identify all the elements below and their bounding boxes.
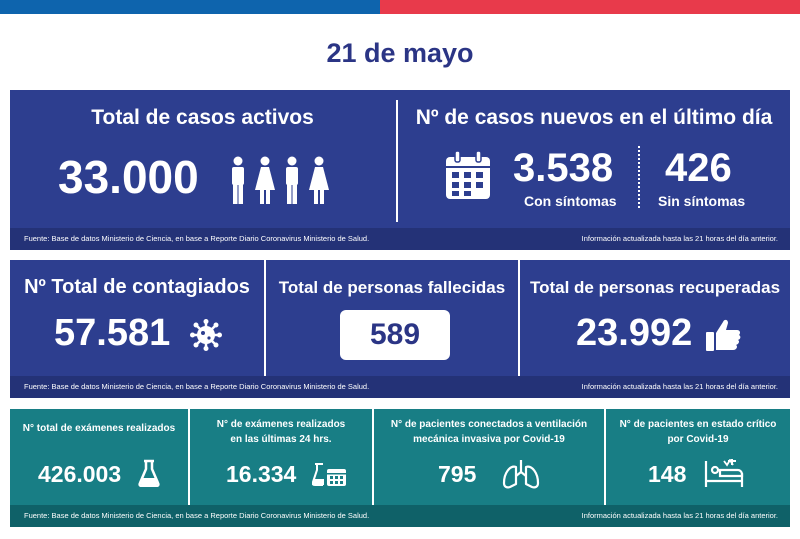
critical-value: 148 [648, 461, 687, 487]
without-symptoms-label: Sin síntomas [658, 193, 746, 209]
update-note: Información actualizada hasta las 21 hor… [581, 382, 778, 391]
exams-24h-title: N° de exámenes realizados en las últimas… [190, 417, 372, 447]
ventilation-title-line2: mecánica invasiva por Covid-19 [413, 434, 565, 445]
infected-value: 57.581 [54, 312, 171, 354]
exams-total-title: N° total de exámenes realizados [22, 423, 176, 434]
panel-footer: Fuente: Base de datos Ministerio de Cien… [10, 228, 790, 250]
panel-divider [518, 260, 520, 376]
hospital-bed-icon [704, 459, 744, 487]
exams-total-value: 426.003 [38, 461, 122, 487]
critical-title-line1: N° de pacientes en estado crítico [619, 419, 777, 430]
exams-24h-value: 16.334 [226, 461, 297, 487]
update-note: Información actualizada hasta las 21 hor… [581, 511, 778, 520]
active-cases-title: Total de casos activos [91, 106, 314, 129]
dotted-divider [638, 146, 640, 208]
panel-divider [372, 409, 374, 505]
panel-divider [188, 409, 190, 505]
top-bar-red [380, 0, 800, 14]
deceased-title: Total de personas fallecidas [278, 278, 506, 297]
update-note: Información actualizada hasta las 21 hor… [581, 234, 778, 243]
active-cases-value: 33.000 [58, 151, 199, 203]
deceased-value-box: 589 [340, 310, 450, 360]
exams-24h-title-line2: en las últimas 24 hrs. [230, 434, 332, 445]
source-note: Fuente: Base de datos Ministerio de Cien… [24, 511, 370, 520]
exams-24h-title-line1: N° de exámenes realizados [216, 419, 346, 430]
active-cases-panel: Total de casos activos 33.000 Nº d [10, 90, 790, 250]
top-color-bar [0, 0, 800, 14]
panel-divider [396, 100, 398, 222]
recovered-value: 23.992 [576, 312, 693, 354]
virus-icon [190, 319, 222, 351]
thumbs-up-icon [706, 319, 741, 351]
infected-title: Nº Total de contagiados [24, 276, 250, 298]
flask-calendar-icon [312, 463, 346, 486]
exams-panel: N° total de exámenes realizados 426.003 … [10, 409, 790, 527]
calendar-icon [446, 150, 490, 199]
page-title: 21 de mayo [326, 38, 474, 68]
totals-panel: Nº Total de contagiados 57.581 Total de … [10, 260, 790, 398]
panel-divider [604, 409, 606, 505]
critical-title: N° de pacientes en estado crítico por Co… [606, 417, 790, 447]
source-note: Fuente: Base de datos Ministerio de Cien… [24, 382, 370, 391]
flask-icon [138, 459, 160, 487]
deceased-value: 589 [369, 318, 421, 351]
critical-title-line2: por Covid-19 [667, 434, 729, 445]
with-symptoms-label: Con síntomas [524, 193, 617, 209]
ventilation-title: N° de pacientes conectados a ventilación… [374, 417, 604, 447]
top-bar-blue [0, 0, 380, 14]
ventilation-title-line1: N° de pacientes conectados a ventilación [390, 419, 588, 430]
ventilation-value: 795 [438, 461, 477, 487]
panel-footer: Fuente: Base de datos Ministerio de Cien… [10, 376, 790, 398]
panel-divider [264, 260, 266, 376]
people-icon [232, 156, 329, 204]
source-note: Fuente: Base de datos Ministerio de Cien… [24, 234, 370, 243]
with-symptoms-value: 3.538 [513, 146, 614, 190]
panel-footer: Fuente: Base de datos Ministerio de Cien… [10, 505, 790, 527]
new-cases-title: Nº de casos nuevos en el último día [415, 106, 773, 129]
recovered-title: Total de personas recuperadas [529, 278, 781, 297]
lungs-icon [502, 460, 540, 489]
without-symptoms-value: 426 [665, 146, 732, 190]
